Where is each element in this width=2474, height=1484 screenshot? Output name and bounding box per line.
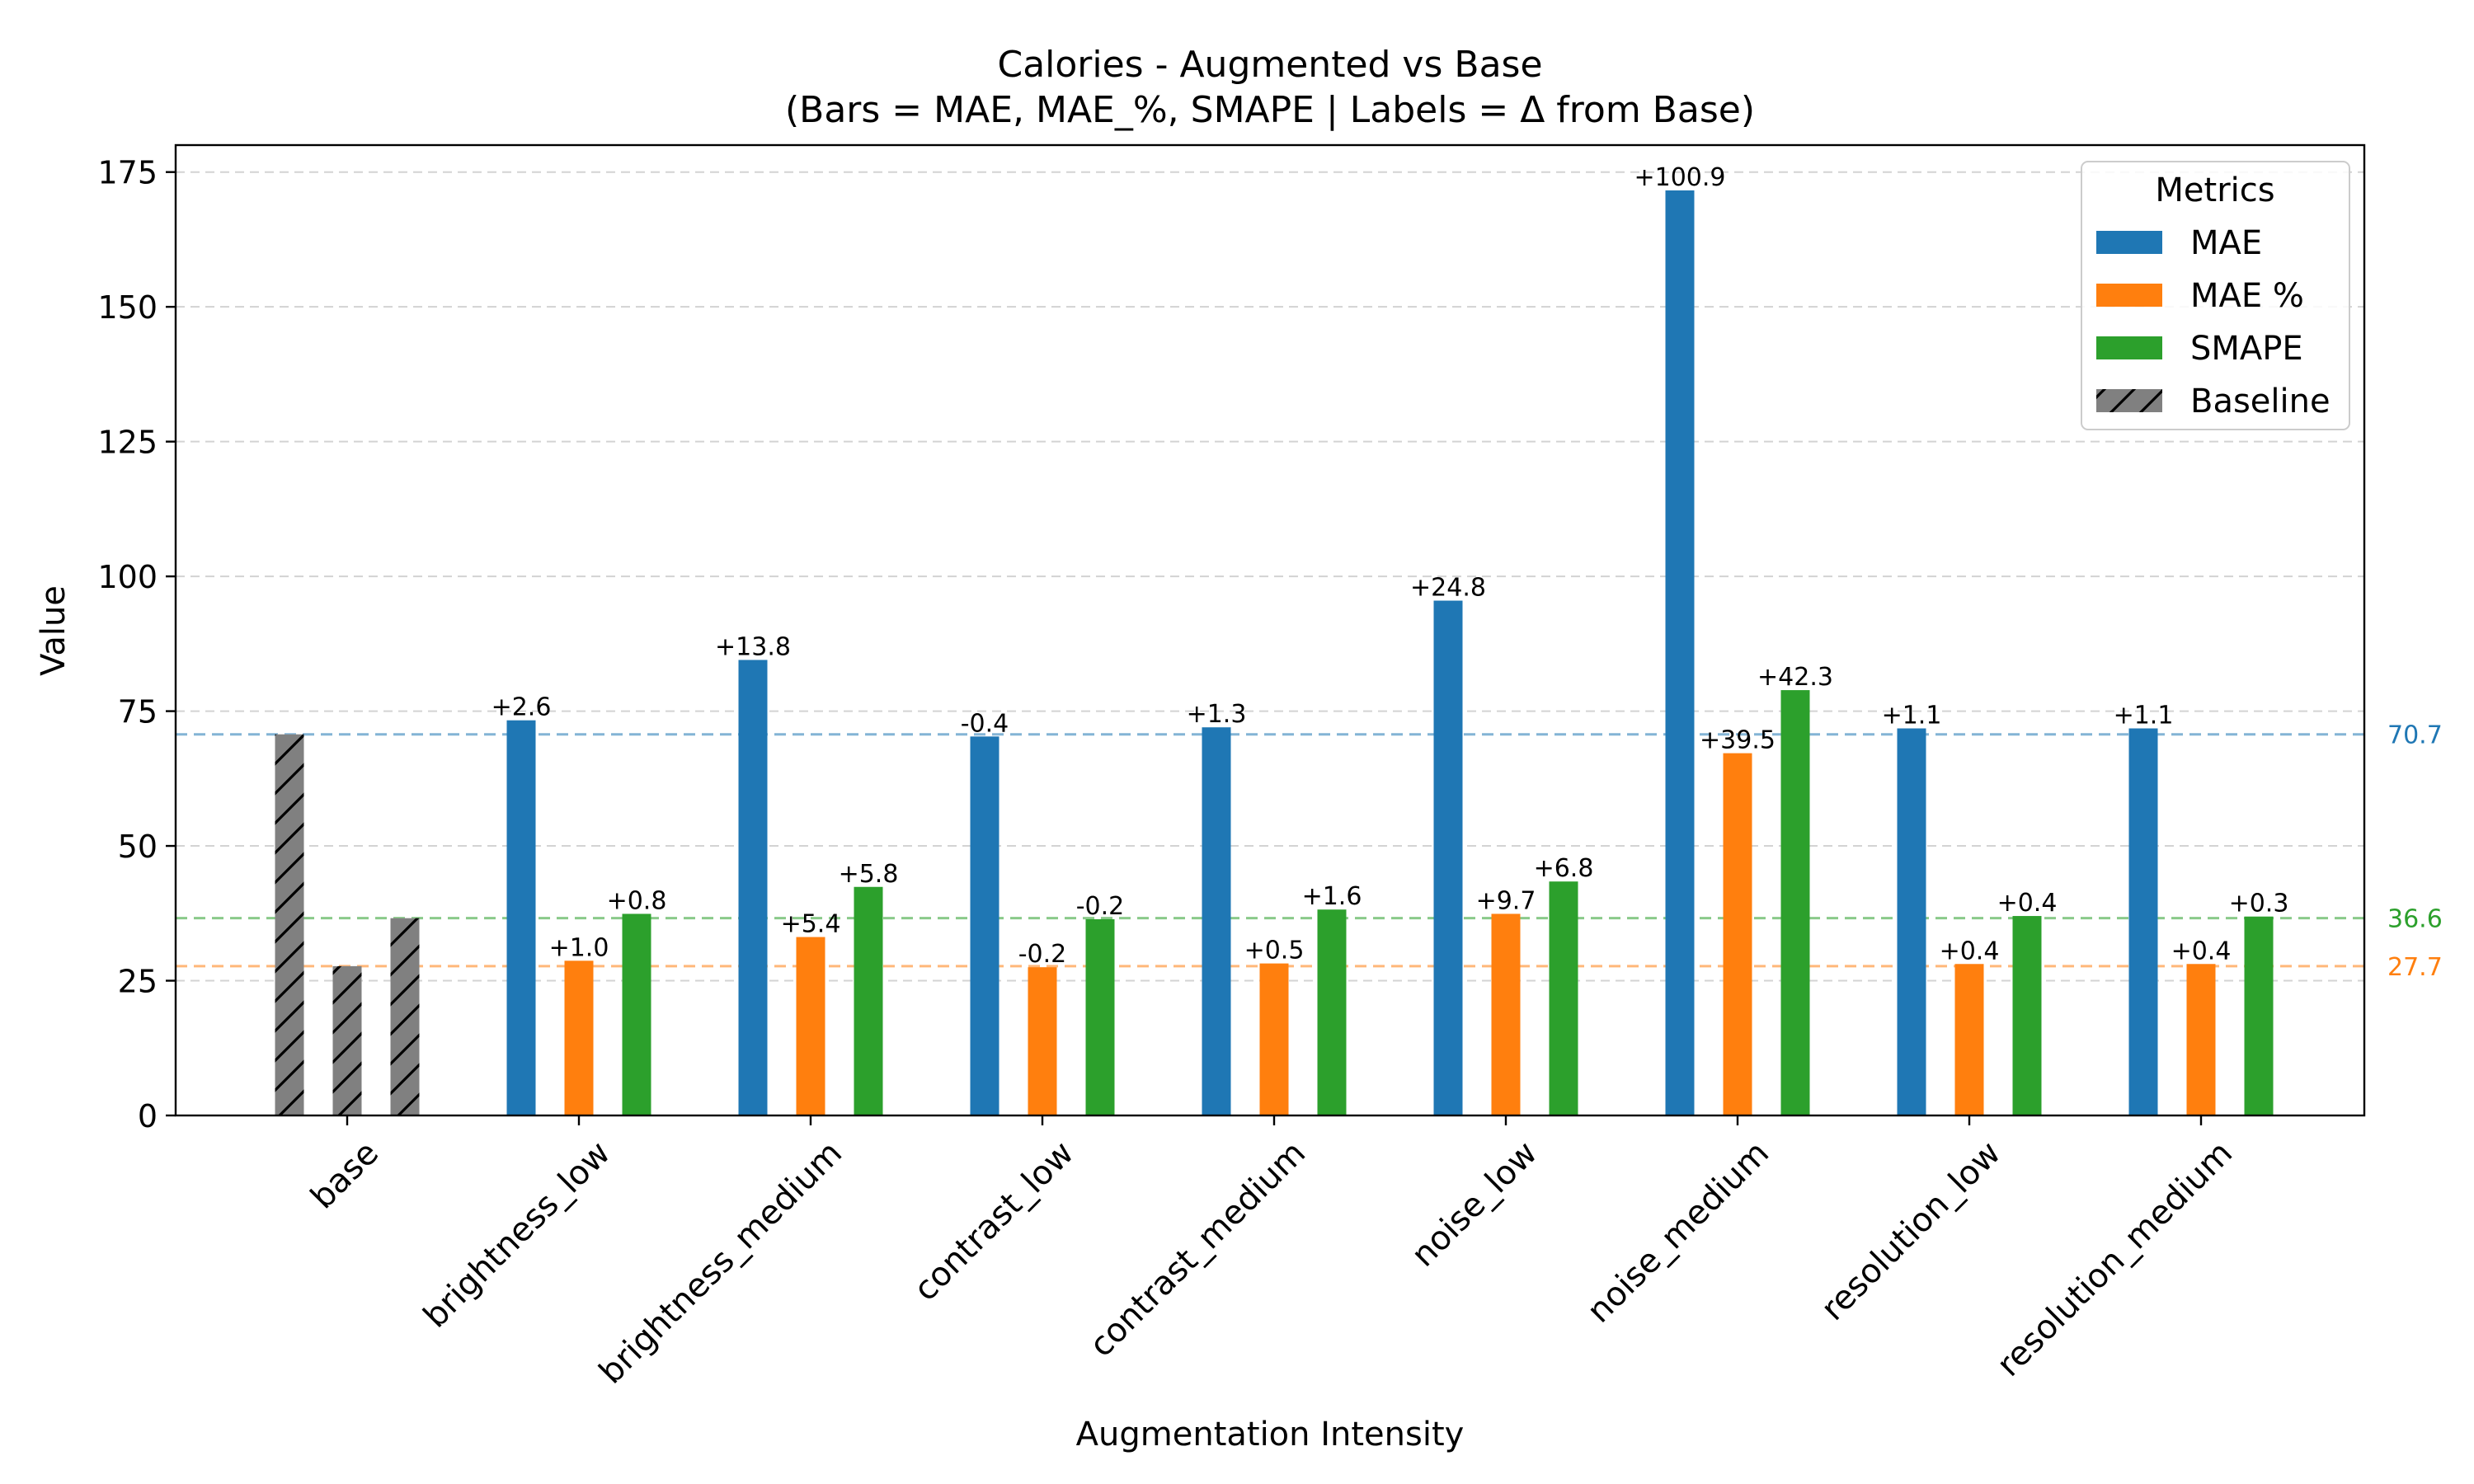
bars [275, 190, 2274, 1116]
bar [1085, 918, 1115, 1115]
legend-swatch-mae-pct [2096, 284, 2162, 307]
delta-label: +0.4 [1940, 937, 2000, 965]
bar [1317, 909, 1347, 1115]
x-tick-label: contrast_medium [1082, 1134, 1313, 1365]
bar [564, 960, 594, 1115]
delta-label: +1.1 [1882, 702, 1942, 730]
reference-line-label: 70.7 [2387, 721, 2443, 750]
delta-label: +5.8 [839, 860, 899, 889]
bar [970, 736, 999, 1115]
y-tick-label: 125 [97, 425, 158, 461]
chart-title: Calories - Augmented vs Base [997, 44, 1542, 86]
delta-label: +39.5 [1700, 726, 1776, 755]
y-tick-label: 50 [118, 829, 158, 865]
x-tick-label: brightness_low [416, 1134, 618, 1336]
bar [1491, 913, 1521, 1115]
delta-label: +9.7 [1476, 886, 1536, 915]
bar [1897, 728, 1926, 1115]
legend-entry-mae-pct: MAE % [2190, 277, 2304, 315]
baseline-bar [275, 734, 304, 1115]
baseline-bar [332, 965, 362, 1115]
bar [1954, 964, 1984, 1115]
y-axis: 0 25 50 75 100 125 150 175 [97, 155, 176, 1134]
delta-label: +0.8 [607, 886, 667, 915]
bar [738, 660, 768, 1115]
legend-title: Metrics [2155, 171, 2274, 209]
bar [1028, 967, 1057, 1115]
reference-line-label: 27.7 [2387, 953, 2443, 982]
delta-label: +0.5 [1244, 937, 1305, 965]
bar [796, 937, 825, 1115]
bar [854, 886, 883, 1115]
x-tick-label: resolution_medium [1990, 1134, 2240, 1384]
bar [1723, 753, 1752, 1115]
delta-label: +0.3 [2229, 890, 2289, 918]
reference-lines: 70.7 36.6 27.7 [176, 721, 2443, 982]
delta-label: +42.3 [1757, 663, 1833, 692]
x-tick-label: resolution_low [1814, 1134, 2008, 1328]
reference-line-label: 36.6 [2387, 905, 2443, 934]
legend-frame [2081, 161, 2350, 430]
x-axis-label: Augmentation Intensity [1076, 1416, 1465, 1453]
delta-label: +2.6 [492, 693, 552, 722]
baseline-bar [390, 918, 420, 1115]
y-tick-label: 0 [138, 1098, 158, 1134]
bar [506, 720, 536, 1115]
x-tick-label: noise_low [1404, 1134, 1545, 1275]
delta-label: +6.8 [1534, 854, 1594, 883]
y-tick-label: 175 [97, 155, 158, 191]
delta-label: +100.9 [1634, 163, 1725, 192]
legend: Metrics MAE MAE % SMAPE Baseline [2081, 161, 2350, 430]
bar [1665, 190, 1695, 1116]
bar [1433, 600, 1463, 1115]
bar [1202, 727, 1231, 1115]
delta-label: -0.4 [961, 709, 1009, 738]
legend-swatch-smape [2096, 336, 2162, 359]
bar [2244, 916, 2274, 1115]
bar [1259, 963, 1289, 1115]
x-tick-label: base [303, 1134, 386, 1217]
bar [1549, 881, 1578, 1115]
bar [2012, 916, 2042, 1115]
grid-lines [176, 171, 2364, 982]
delta-label: +1.6 [1302, 882, 1362, 911]
bar [2128, 728, 2158, 1115]
delta-label: +0.4 [1997, 889, 2058, 918]
delta-label: +0.4 [2171, 937, 2232, 965]
delta-label: +5.4 [781, 910, 841, 939]
chart-subtitle: (Bars = MAE, MAE_%, SMAPE | Labels = Δ f… [785, 89, 1755, 131]
delta-label: +1.3 [1187, 700, 1247, 729]
x-tick-label: contrast_low [906, 1134, 1081, 1309]
legend-entry-mae: MAE [2190, 224, 2262, 262]
bar [1780, 690, 1810, 1115]
delta-label: +13.8 [715, 632, 791, 661]
delta-label: +1.0 [549, 933, 609, 962]
plot-area-frame [174, 143, 2366, 1117]
legend-entry-smape: SMAPE [2190, 330, 2303, 368]
y-axis-label: Value [35, 585, 73, 676]
delta-label: +1.1 [2114, 702, 2174, 730]
x-tick-label: brightness_medium [592, 1134, 849, 1392]
y-tick-label: 25 [118, 964, 158, 1000]
delta-label: -0.2 [1018, 940, 1067, 969]
delta-labels: +2.6 +1.0 +0.8 +13.8 +5.4 +5.8 -0.4 -0.2 -0.2 +1.… [492, 163, 2289, 969]
x-tick-label: noise_medium [1580, 1134, 1776, 1331]
delta-label: -0.2 [1076, 892, 1125, 921]
y-tick-label: 100 [97, 559, 158, 595]
bar [622, 913, 651, 1115]
delta-label: +24.8 [1410, 574, 1486, 603]
y-tick-label: 75 [118, 694, 158, 730]
legend-swatch-mae [2096, 231, 2162, 254]
legend-entry-baseline: Baseline [2190, 383, 2331, 420]
bar [2186, 964, 2216, 1115]
y-tick-label: 150 [97, 289, 158, 326]
legend-swatch-baseline [2096, 389, 2162, 412]
